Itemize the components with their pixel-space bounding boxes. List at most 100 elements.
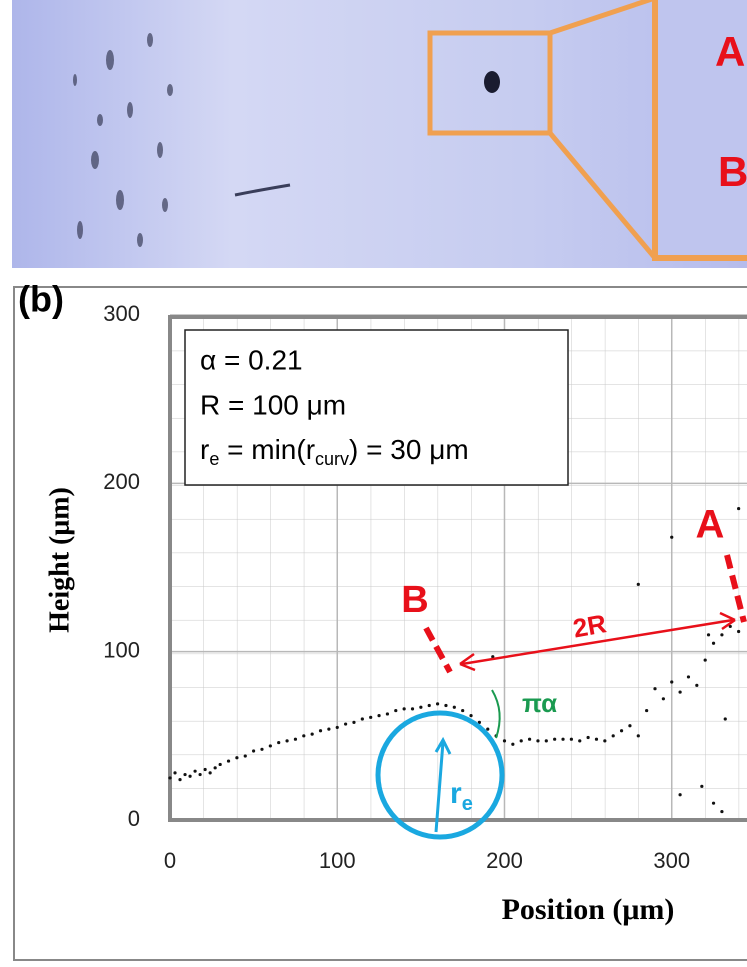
point	[327, 727, 331, 731]
parameter: R = 100 μm	[200, 389, 346, 420]
plot-frame	[168, 315, 747, 822]
point	[653, 687, 657, 691]
photo-label: A	[715, 28, 745, 75]
point	[477, 720, 482, 724]
radius-label: re	[450, 777, 473, 815]
x-tick-label: 100	[319, 848, 356, 873]
point	[670, 535, 674, 539]
point	[226, 759, 231, 763]
point	[335, 725, 339, 730]
point	[377, 714, 381, 718]
point	[619, 729, 624, 733]
point	[293, 737, 298, 741]
point	[260, 747, 264, 751]
point	[193, 769, 197, 773]
point	[285, 739, 289, 743]
photo-panel: A B	[12, 0, 747, 268]
point	[402, 707, 406, 711]
point	[277, 740, 281, 745]
point	[410, 707, 415, 711]
point	[628, 724, 632, 728]
point	[720, 809, 724, 814]
panel-label: (b)	[18, 279, 64, 320]
point-label: A	[696, 503, 725, 547]
points	[168, 506, 741, 814]
y-tick-label: 100	[103, 637, 140, 662]
point	[561, 737, 565, 741]
point	[419, 705, 423, 709]
point	[268, 744, 272, 748]
point	[678, 690, 682, 694]
point	[611, 734, 615, 738]
parameter: α = 0.21	[200, 344, 303, 375]
point	[569, 737, 573, 741]
point-label: B	[401, 579, 428, 621]
radius-part: r	[450, 777, 462, 810]
x-tick-label: 0	[164, 848, 176, 873]
point	[511, 742, 515, 746]
point	[706, 633, 711, 637]
y-tick-label: 200	[103, 469, 140, 494]
point	[728, 624, 732, 629]
point	[636, 582, 640, 586]
point	[243, 754, 247, 758]
parameter-part: e	[209, 449, 219, 469]
parameter-part: = min(r	[219, 434, 315, 465]
parameter-box	[184, 329, 569, 486]
point	[720, 633, 724, 637]
point	[661, 697, 665, 701]
point	[218, 762, 222, 767]
point	[183, 772, 187, 777]
parameter: re = min(rcurv) = 30 μm	[200, 434, 469, 468]
point	[519, 739, 523, 743]
point	[578, 739, 582, 743]
point	[178, 778, 182, 782]
point	[444, 703, 448, 708]
point	[737, 629, 741, 634]
point	[344, 722, 348, 726]
point	[203, 767, 207, 772]
point	[586, 735, 590, 740]
point	[394, 708, 398, 713]
point	[603, 739, 607, 743]
point	[536, 739, 540, 743]
point	[173, 771, 177, 775]
point	[703, 658, 707, 662]
point	[235, 756, 239, 760]
distance-label: 2R	[571, 608, 609, 643]
photo-label: B	[718, 148, 747, 195]
point	[198, 772, 202, 777]
point	[645, 708, 649, 713]
point	[360, 717, 364, 721]
point	[461, 708, 465, 713]
point	[469, 714, 473, 718]
point	[700, 784, 704, 788]
y-axis-label: Height (μm)	[44, 487, 75, 633]
angle-label: πα	[522, 688, 557, 718]
point	[491, 655, 495, 659]
point	[711, 641, 716, 645]
point	[213, 766, 217, 770]
parameter-part: r	[200, 434, 209, 465]
y-tick-label: 300	[103, 301, 140, 326]
point	[686, 675, 691, 679]
annotations: B A 2R πα re	[375, 503, 747, 840]
parameter-part: ) = 30 μm	[349, 434, 469, 465]
point	[636, 734, 640, 738]
point	[502, 739, 507, 743]
point	[385, 712, 390, 716]
point	[318, 729, 323, 733]
point	[435, 702, 440, 706]
radius-part: e	[462, 793, 473, 815]
point	[427, 703, 431, 708]
point	[737, 506, 741, 511]
point	[252, 749, 256, 753]
point	[711, 801, 716, 805]
parameter-part: curv	[315, 449, 349, 469]
x-tick-label: 200	[486, 848, 523, 873]
point	[544, 739, 548, 743]
point	[208, 771, 212, 775]
point	[723, 717, 727, 721]
point	[486, 727, 490, 731]
